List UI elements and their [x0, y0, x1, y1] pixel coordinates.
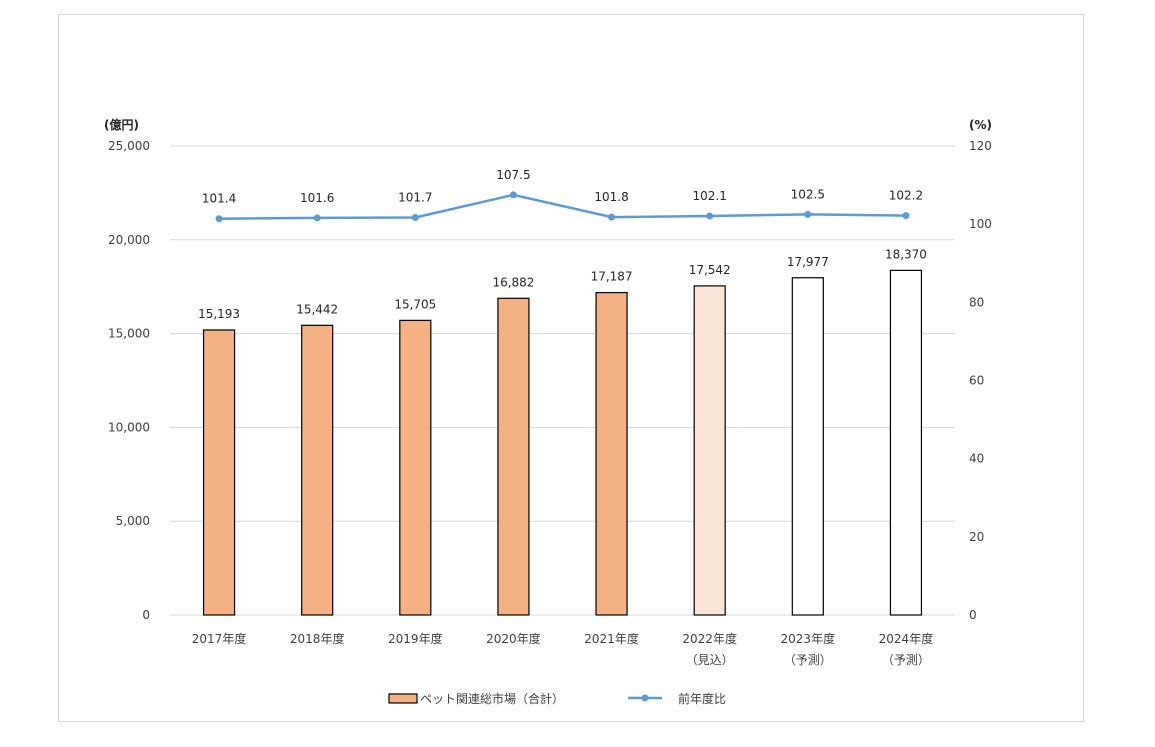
- legend: ペット関連総市場（合計） 前年度比: [388, 691, 726, 706]
- bar: [791, 277, 824, 616]
- line-point: [509, 191, 517, 199]
- ratio-line: [219, 193, 906, 220]
- x-tick-label: （見込）: [686, 653, 734, 667]
- line-point: [215, 215, 223, 223]
- line-data-label: 102.1: [693, 189, 727, 203]
- line-point: [411, 214, 419, 222]
- line-data-label: 102.2: [889, 189, 923, 203]
- legend-swatch-marker: [641, 694, 649, 702]
- bar-data-label: 15,442: [296, 302, 338, 316]
- line-point: [313, 214, 321, 222]
- x-tick-label: （予測）: [784, 653, 832, 667]
- right-tick-label: 0: [969, 608, 977, 622]
- legend-label-bar: ペット関連総市場（合計）: [420, 691, 564, 706]
- bar: [202, 329, 236, 616]
- bar: [497, 297, 530, 616]
- left-tick-label: 10,000: [108, 420, 150, 434]
- bar-data-label: 15,705: [394, 297, 436, 311]
- right-tick-label: 20: [969, 530, 984, 544]
- left-axis-unit: (億円): [104, 117, 139, 132]
- bar: [595, 291, 628, 616]
- x-tick-label: 2020年度: [486, 631, 541, 646]
- bar-data-label: 17,542: [689, 263, 731, 277]
- right-tick-label: 80: [969, 295, 984, 309]
- bar: [889, 269, 923, 616]
- line-data-label: 101.4: [202, 192, 236, 206]
- axes: (億円) (%) 0 5,000 10,000 15,000 20,000 25,000 0…: [104, 117, 992, 667]
- line-data-label: 101.6: [300, 191, 334, 205]
- right-tick-label: 60: [969, 374, 984, 388]
- left-tick-label: 5,000: [116, 514, 150, 528]
- x-tick-label: 2018年度: [290, 631, 345, 646]
- left-tick-label: 20,000: [108, 233, 150, 247]
- x-tick-label: 2024年度: [879, 631, 934, 646]
- line-series: 101.4 101.6 101.7 107.5 101.8 102.1 102.5 102.2: [202, 168, 923, 223]
- line-point: [706, 212, 714, 220]
- left-tick-label: 15,000: [108, 327, 150, 341]
- left-tick-label: 0: [142, 608, 150, 622]
- bar-data-label: 18,370: [885, 247, 927, 261]
- legend-swatch-bar: [388, 693, 418, 704]
- line-point: [902, 212, 910, 220]
- bar-data-label: 17,977: [787, 255, 829, 269]
- x-tick-label: 2021年度: [584, 631, 639, 646]
- x-tick-label: （予測）: [882, 653, 930, 667]
- bar-data-label: 16,882: [492, 275, 534, 289]
- line-data-label: 101.7: [398, 191, 432, 205]
- x-tick-label: 2022年度: [682, 631, 737, 646]
- line-data-label: 102.5: [791, 187, 825, 201]
- x-tick-label: 2023年度: [781, 631, 836, 646]
- x-tick-label: 2017年度: [192, 631, 247, 646]
- line-point: [608, 213, 616, 221]
- gridlines: [170, 145, 955, 616]
- bar: [693, 285, 726, 616]
- right-tick-label: 40: [969, 452, 984, 466]
- left-tick-label: 25,000: [108, 139, 150, 153]
- bar: [301, 324, 334, 616]
- legend-label-line: 前年度比: [678, 691, 726, 706]
- line-data-label: 101.8: [594, 190, 628, 204]
- bar-data-label: 15,193: [198, 307, 240, 321]
- line-point: [804, 210, 812, 218]
- bar-series: 15,193 15,442 15,705 16,882 17,187 17,542 17,9…: [198, 247, 927, 616]
- x-tick-label: 2019年度: [388, 631, 443, 646]
- bar-data-label: 17,187: [591, 270, 633, 284]
- line-data-label: 107.5: [496, 168, 530, 182]
- bar: [399, 319, 432, 616]
- right-tick-label: 120: [969, 139, 992, 153]
- right-axis-unit: (%): [969, 118, 992, 132]
- right-tick-label: 100: [969, 217, 992, 231]
